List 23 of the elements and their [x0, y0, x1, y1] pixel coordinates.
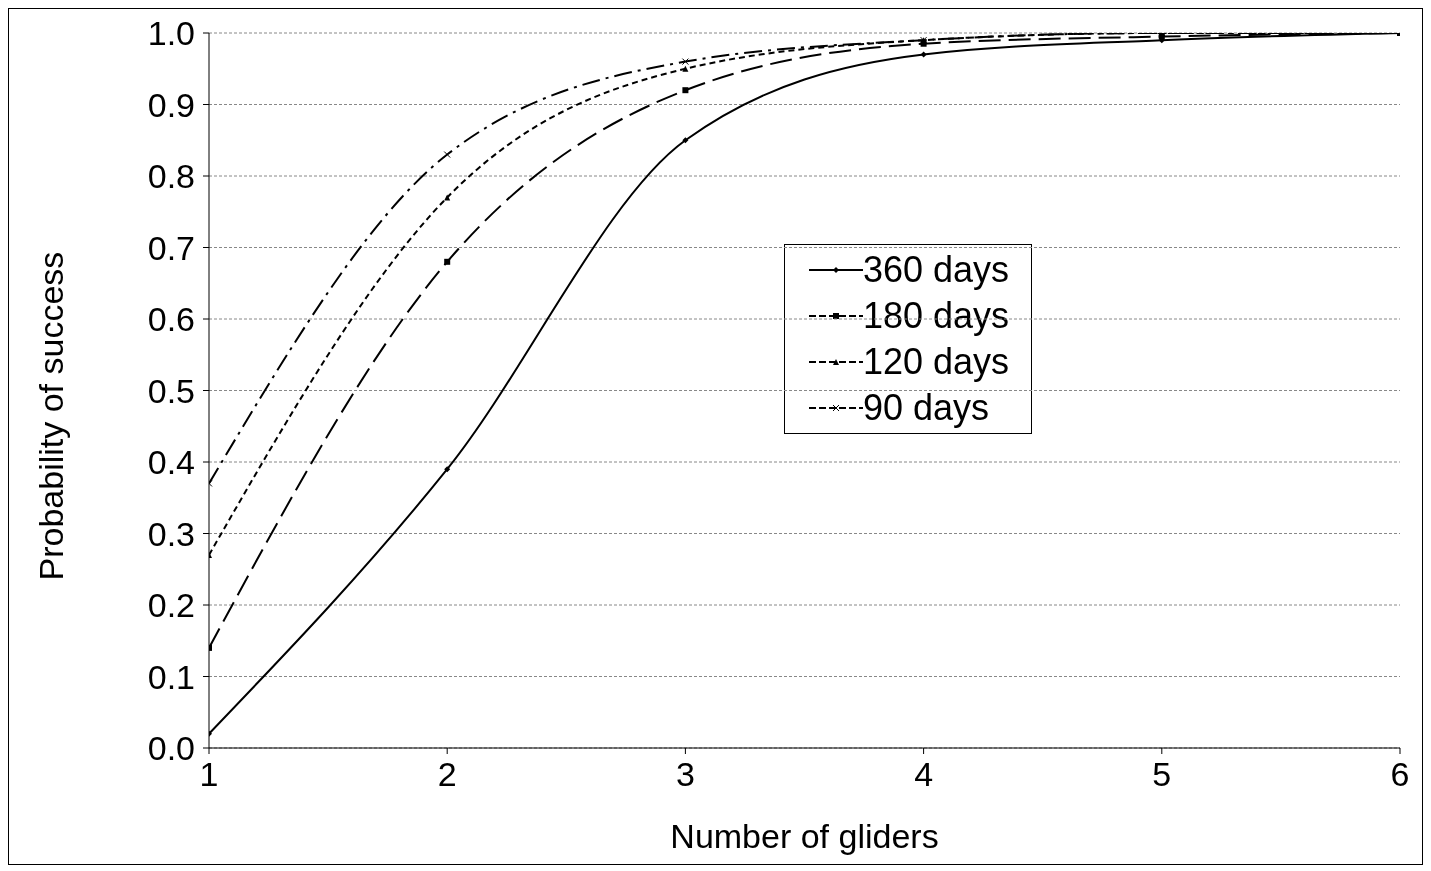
y-tick-label: 0.3 [147, 514, 195, 553]
x-tick-label: 5 [1152, 755, 1172, 794]
x-axis-title: Number of gliders [670, 817, 939, 855]
x-tick-label: 6 [1390, 755, 1410, 794]
legend-label: 180 days [863, 294, 1010, 338]
legend-label: 360 days [863, 248, 1010, 292]
x-tick-label: 1 [199, 755, 219, 794]
x-tick-label: 3 [675, 755, 695, 794]
legend-label: 120 days [863, 340, 1010, 384]
y-tick-label: 0.7 [147, 228, 195, 267]
y-tick-label: 0.4 [147, 443, 195, 482]
y-tick-label: 0.6 [147, 300, 195, 339]
y-axis-title: Probability of success [32, 251, 71, 581]
y-tick-label: 0.1 [147, 657, 195, 696]
x-tick-label: 4 [914, 755, 934, 794]
y-tick-label: 0.2 [147, 586, 195, 625]
y-tick-label: 0.8 [147, 157, 195, 196]
y-tick-label: 0.9 [147, 85, 195, 124]
y-tick-label: 0.5 [147, 371, 195, 410]
x-tick-label: 2 [437, 755, 457, 794]
legend-label: 90 days [863, 386, 990, 430]
y-tick-label: 0.0 [147, 729, 195, 768]
y-tick-label: 1.0 [147, 14, 195, 53]
